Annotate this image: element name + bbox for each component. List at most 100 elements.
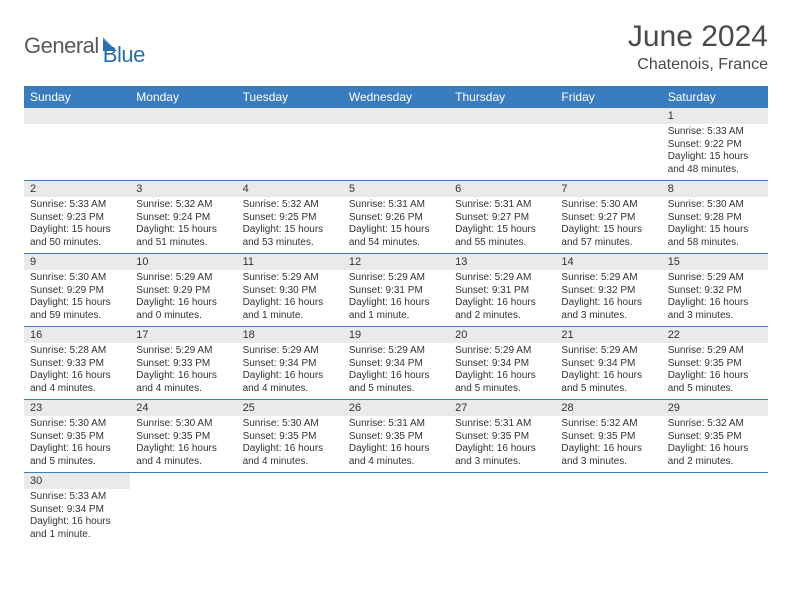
day-number: 29	[662, 400, 768, 416]
calendar-body: 1Sunrise: 5:33 AMSunset: 9:22 PMDaylight…	[24, 108, 768, 545]
sunrise-text: Sunrise: 5:29 AM	[455, 272, 549, 285]
sunset-text: Sunset: 9:34 PM	[561, 358, 655, 371]
day-cell: 29Sunrise: 5:32 AMSunset: 9:35 PMDayligh…	[662, 400, 768, 473]
day-cell: 14Sunrise: 5:29 AMSunset: 9:32 PMDayligh…	[555, 254, 661, 327]
sunrise-text: Sunrise: 5:33 AM	[30, 199, 124, 212]
sunrise-text: Sunrise: 5:30 AM	[243, 418, 337, 431]
logo-text-general: General	[24, 33, 99, 59]
sunset-text: Sunset: 9:35 PM	[349, 431, 443, 444]
day-number: 5	[343, 181, 449, 197]
day-header-row: SundayMondayTuesdayWednesdayThursdayFrid…	[24, 86, 768, 108]
day-header: Thursday	[449, 86, 555, 108]
sunrise-text: Sunrise: 5:29 AM	[243, 345, 337, 358]
sunrise-text: Sunrise: 5:30 AM	[561, 199, 655, 212]
day-cell: 3Sunrise: 5:32 AMSunset: 9:24 PMDaylight…	[130, 181, 236, 254]
sunrise-text: Sunrise: 5:28 AM	[30, 345, 124, 358]
sunset-text: Sunset: 9:26 PM	[349, 212, 443, 225]
sunrise-text: Sunrise: 5:30 AM	[30, 272, 124, 285]
calendar-table: SundayMondayTuesdayWednesdayThursdayFrid…	[24, 86, 768, 545]
daylight-text: Daylight: 16 hours and 1 minute.	[349, 297, 443, 322]
sunset-text: Sunset: 9:33 PM	[136, 358, 230, 371]
day-cell	[662, 473, 768, 546]
day-number: 26	[343, 400, 449, 416]
day-cell	[237, 473, 343, 546]
day-details: Sunrise: 5:29 AMSunset: 9:32 PMDaylight:…	[555, 270, 661, 326]
day-cell	[555, 473, 661, 546]
sunrise-text: Sunrise: 5:29 AM	[561, 345, 655, 358]
location: Chatenois, France	[628, 56, 768, 74]
sunrise-text: Sunrise: 5:32 AM	[243, 199, 337, 212]
day-number: 14	[555, 254, 661, 270]
day-cell: 10Sunrise: 5:29 AMSunset: 9:29 PMDayligh…	[130, 254, 236, 327]
day-number: 25	[237, 400, 343, 416]
day-cell: 26Sunrise: 5:31 AMSunset: 9:35 PMDayligh…	[343, 400, 449, 473]
sunrise-text: Sunrise: 5:31 AM	[455, 418, 549, 431]
sunset-text: Sunset: 9:24 PM	[136, 212, 230, 225]
daylight-text: Daylight: 16 hours and 5 minutes.	[455, 370, 549, 395]
day-cell: 4 Sunrise: 5:32 AMSunset: 9:25 PMDaylight…	[237, 181, 343, 254]
day-cell	[237, 108, 343, 181]
sunrise-text: Sunrise: 5:29 AM	[349, 272, 443, 285]
day-number: 4	[237, 181, 343, 197]
daylight-text: Daylight: 16 hours and 4 minutes.	[30, 370, 124, 395]
day-details: Sunrise: 5:29 AMSunset: 9:34 PMDaylight:…	[449, 343, 555, 399]
sunrise-text: Sunrise: 5:30 AM	[136, 418, 230, 431]
daylight-text: Daylight: 16 hours and 5 minutes.	[561, 370, 655, 395]
sunrise-text: Sunrise: 5:29 AM	[668, 272, 762, 285]
logo-text-blue: Blue	[103, 42, 145, 67]
day-number: 27	[449, 400, 555, 416]
day-cell: 9Sunrise: 5:30 AMSunset: 9:29 PMDaylight…	[24, 254, 130, 327]
logo: General Blue	[24, 24, 145, 68]
day-cell: 7Sunrise: 5:30 AMSunset: 9:27 PMDaylight…	[555, 181, 661, 254]
sunset-text: Sunset: 9:35 PM	[561, 431, 655, 444]
sunset-text: Sunset: 9:30 PM	[243, 285, 337, 298]
day-details: Sunrise: 5:30 AMSunset: 9:35 PMDaylight:…	[237, 416, 343, 472]
sunrise-text: Sunrise: 5:30 AM	[668, 199, 762, 212]
day-details: Sunrise: 5:31 AMSunset: 9:35 PMDaylight:…	[449, 416, 555, 472]
daylight-text: Daylight: 15 hours and 51 minutes.	[136, 224, 230, 249]
day-details: Sunrise: 5:30 AMSunset: 9:35 PMDaylight:…	[24, 416, 130, 472]
sunrise-text: Sunrise: 5:29 AM	[561, 272, 655, 285]
daylight-text: Daylight: 16 hours and 3 minutes.	[455, 443, 549, 468]
daylight-text: Daylight: 16 hours and 1 minute.	[243, 297, 337, 322]
day-details: Sunrise: 5:29 AMSunset: 9:31 PMDaylight:…	[449, 270, 555, 326]
sunset-text: Sunset: 9:25 PM	[243, 212, 337, 225]
sunrise-text: Sunrise: 5:29 AM	[349, 345, 443, 358]
day-number: 11	[237, 254, 343, 270]
sunrise-text: Sunrise: 5:30 AM	[30, 418, 124, 431]
day-number: 10	[130, 254, 236, 270]
day-number: 28	[555, 400, 661, 416]
sunrise-text: Sunrise: 5:32 AM	[668, 418, 762, 431]
day-details: Sunrise: 5:33 AMSunset: 9:23 PMDaylight:…	[24, 197, 130, 253]
sunset-text: Sunset: 9:32 PM	[668, 285, 762, 298]
day-details: Sunrise: 5:29 AMSunset: 9:34 PMDaylight:…	[555, 343, 661, 399]
sunrise-text: Sunrise: 5:33 AM	[668, 126, 762, 139]
sunset-text: Sunset: 9:35 PM	[30, 431, 124, 444]
daylight-text: Daylight: 16 hours and 5 minutes.	[30, 443, 124, 468]
day-header: Tuesday	[237, 86, 343, 108]
day-cell: 19Sunrise: 5:29 AMSunset: 9:34 PMDayligh…	[343, 327, 449, 400]
daylight-text: Daylight: 16 hours and 1 minute.	[30, 516, 124, 541]
day-cell: 2Sunrise: 5:33 AMSunset: 9:23 PMDaylight…	[24, 181, 130, 254]
day-details: Sunrise: 5:32 AMSunset: 9:24 PMDaylight:…	[130, 197, 236, 253]
week-row: 23Sunrise: 5:30 AMSunset: 9:35 PMDayligh…	[24, 400, 768, 473]
week-row: 9Sunrise: 5:30 AMSunset: 9:29 PMDaylight…	[24, 254, 768, 327]
day-details: Sunrise: 5:29 AMSunset: 9:30 PMDaylight:…	[237, 270, 343, 326]
day-details: Sunrise: 5:31 AMSunset: 9:26 PMDaylight:…	[343, 197, 449, 253]
sunrise-text: Sunrise: 5:29 AM	[136, 272, 230, 285]
day-details: Sunrise: 5:29 AMSunset: 9:34 PMDaylight:…	[237, 343, 343, 399]
week-row: 1Sunrise: 5:33 AMSunset: 9:22 PMDaylight…	[24, 108, 768, 181]
week-row: 30Sunrise: 5:33 AMSunset: 9:34 PMDayligh…	[24, 473, 768, 546]
day-cell	[343, 108, 449, 181]
daylight-text: Daylight: 15 hours and 53 minutes.	[243, 224, 337, 249]
sunset-text: Sunset: 9:35 PM	[136, 431, 230, 444]
day-details: Sunrise: 5:32 AMSunset: 9:35 PMDaylight:…	[662, 416, 768, 472]
month-title: June 2024	[628, 20, 768, 54]
day-cell: 12Sunrise: 5:29 AMSunset: 9:31 PMDayligh…	[343, 254, 449, 327]
day-cell: 30Sunrise: 5:33 AMSunset: 9:34 PMDayligh…	[24, 473, 130, 546]
sunset-text: Sunset: 9:29 PM	[136, 285, 230, 298]
sunset-text: Sunset: 9:35 PM	[455, 431, 549, 444]
sunrise-text: Sunrise: 5:31 AM	[455, 199, 549, 212]
sunrise-text: Sunrise: 5:29 AM	[136, 345, 230, 358]
daylight-text: Daylight: 15 hours and 59 minutes.	[30, 297, 124, 322]
